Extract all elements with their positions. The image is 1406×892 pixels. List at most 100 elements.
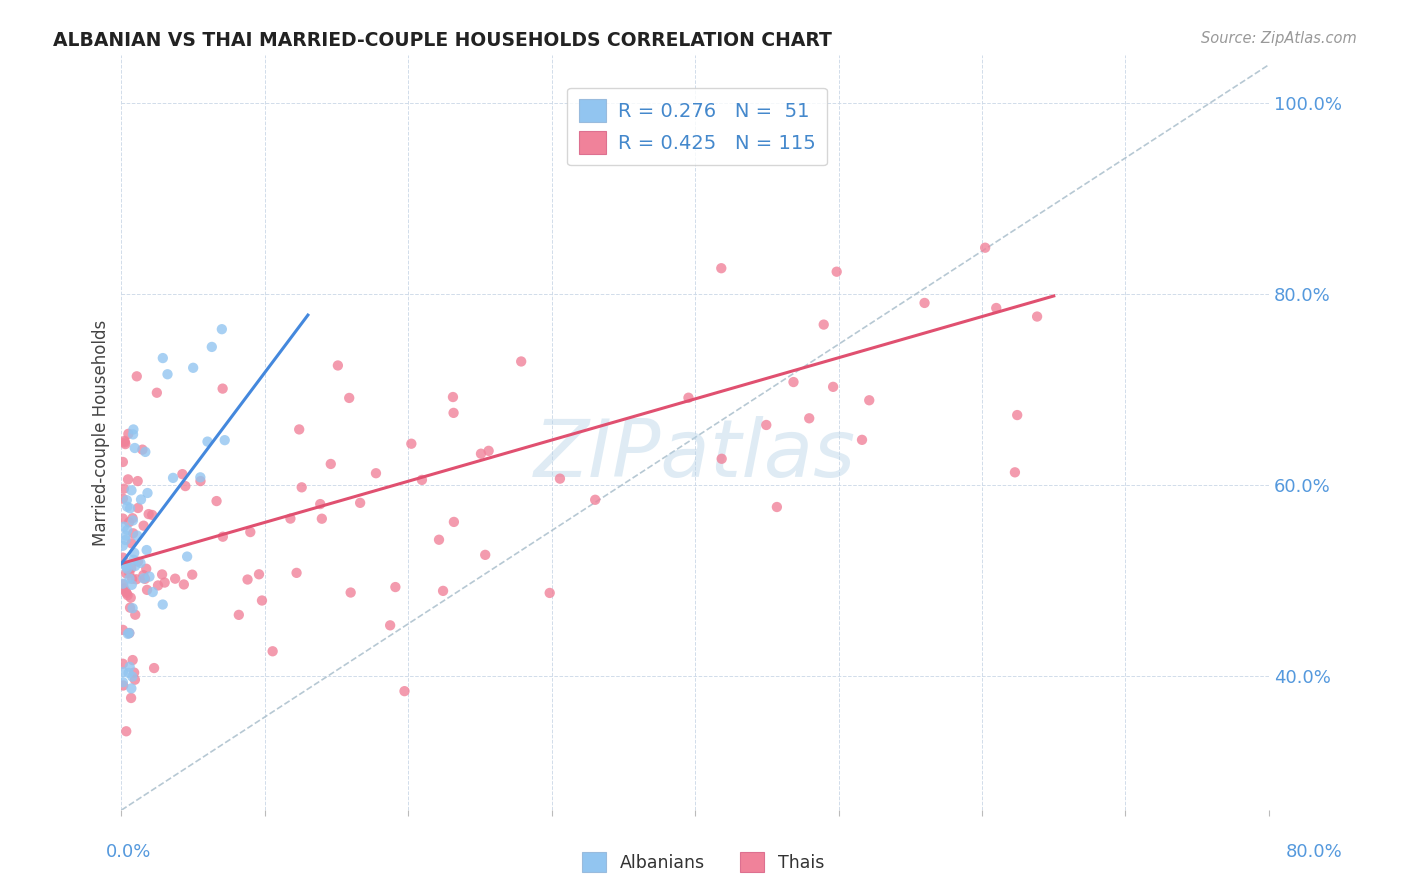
Point	[443, 515, 465, 529]
Point	[548, 472, 571, 486]
Point	[176, 549, 198, 564]
Point	[115, 724, 138, 739]
Point	[211, 322, 233, 336]
Point	[122, 546, 145, 560]
Text: Source: ZipAtlas.com: Source: ZipAtlas.com	[1201, 31, 1357, 46]
Point	[510, 354, 533, 368]
Point	[124, 559, 146, 574]
Point	[285, 566, 308, 580]
Point	[136, 582, 159, 597]
Point	[111, 675, 134, 690]
Point	[143, 661, 166, 675]
Point	[974, 241, 997, 255]
Point	[118, 566, 141, 580]
Point	[474, 548, 496, 562]
Point	[150, 567, 173, 582]
Point	[858, 393, 880, 408]
Point	[378, 618, 401, 632]
Point	[165, 572, 187, 586]
Point	[129, 492, 152, 507]
Point	[118, 626, 141, 640]
Point	[118, 572, 141, 586]
Point	[127, 500, 149, 515]
Point	[115, 586, 138, 600]
Point	[114, 584, 136, 599]
Point	[146, 578, 169, 592]
Point	[288, 422, 311, 436]
Point	[127, 474, 149, 488]
Point	[152, 351, 174, 365]
Point	[121, 511, 143, 525]
Point	[124, 673, 146, 687]
Point	[132, 571, 155, 585]
Point	[111, 539, 134, 553]
Point	[228, 607, 250, 622]
Point	[117, 472, 139, 486]
Point	[121, 483, 143, 498]
Point	[174, 479, 197, 493]
Point	[173, 577, 195, 591]
Point	[326, 359, 349, 373]
Text: ALBANIAN VS THAI MARRIED-COUPLE HOUSEHOLDS CORRELATION CHART: ALBANIAN VS THAI MARRIED-COUPLE HOUSEHOL…	[53, 31, 832, 50]
Point	[111, 491, 134, 506]
Point	[172, 467, 194, 482]
Point	[122, 513, 145, 527]
Point	[121, 653, 143, 667]
Point	[114, 528, 136, 542]
Point	[132, 568, 155, 582]
Point	[538, 586, 561, 600]
Point	[135, 562, 157, 576]
Point	[112, 679, 135, 693]
Point	[851, 433, 873, 447]
Point	[441, 390, 464, 404]
Point	[156, 368, 179, 382]
Point	[823, 380, 845, 394]
Point	[710, 451, 733, 466]
Point	[986, 301, 1008, 315]
Point	[782, 375, 804, 389]
Point	[115, 566, 138, 581]
Legend: R = 0.276   N =  51, R = 0.425   N = 115: R = 0.276 N = 51, R = 0.425 N = 115	[567, 87, 827, 166]
Point	[118, 660, 141, 674]
Point	[394, 684, 416, 698]
Point	[755, 417, 778, 432]
Point	[111, 455, 134, 469]
Point	[111, 657, 134, 671]
Point	[401, 436, 423, 450]
Point	[153, 575, 176, 590]
Point	[443, 406, 465, 420]
Point	[427, 533, 450, 547]
Point	[122, 422, 145, 436]
Point	[118, 515, 141, 529]
Point	[114, 434, 136, 448]
Point	[1005, 408, 1028, 422]
Point	[162, 471, 184, 485]
Point	[114, 533, 136, 547]
Point	[120, 591, 142, 605]
Point	[181, 360, 204, 375]
Point	[813, 318, 835, 332]
Point	[115, 500, 138, 514]
Point	[112, 482, 135, 496]
Point	[138, 507, 160, 521]
Point	[122, 427, 145, 442]
Point	[115, 493, 138, 508]
Point	[118, 626, 141, 640]
Point	[478, 443, 501, 458]
Point	[766, 500, 789, 514]
Point	[825, 265, 848, 279]
Point	[134, 572, 156, 586]
Point	[121, 536, 143, 550]
Point	[117, 627, 139, 641]
Point	[120, 561, 142, 575]
Text: ZIPatlas: ZIPatlas	[534, 417, 856, 494]
Point	[364, 467, 387, 481]
Point	[799, 411, 821, 425]
Point	[114, 558, 136, 572]
Point	[142, 585, 165, 599]
Point	[236, 573, 259, 587]
Point	[339, 585, 361, 599]
Point	[205, 494, 228, 508]
Point	[262, 644, 284, 658]
Point	[678, 391, 700, 405]
